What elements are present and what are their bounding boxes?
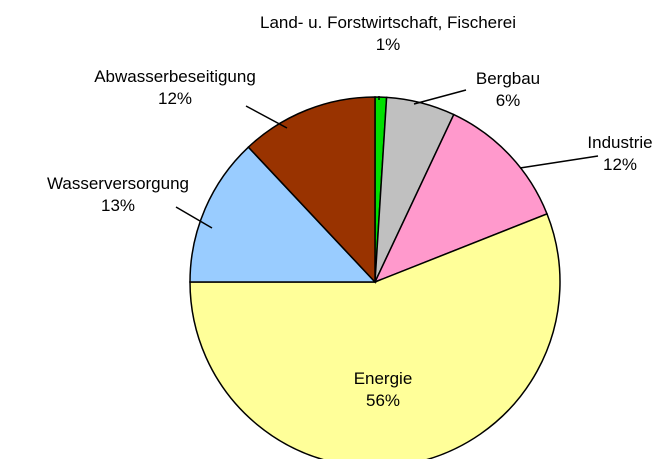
category-label: Bergbau bbox=[475, 69, 541, 88]
value-label: 12% bbox=[157, 89, 193, 108]
pie-slice bbox=[189, 212, 561, 459]
leader-line bbox=[413, 89, 467, 105]
category-label: Industrie bbox=[587, 133, 653, 152]
pie-slice bbox=[247, 96, 376, 284]
slice-label: Energie 56% bbox=[323, 368, 443, 412]
category-label: Land- u. Forstwirtschaft, Fischerei bbox=[259, 13, 517, 32]
slice-label: Land- u. Forstwirtschaft, Fischerei 1% bbox=[248, 12, 528, 56]
leader-line bbox=[245, 105, 288, 129]
leader-line bbox=[519, 155, 599, 169]
pie-slice bbox=[189, 146, 377, 283]
value-label: 6% bbox=[495, 91, 521, 110]
slice-label: Abwasserbeseitigung 12% bbox=[55, 66, 295, 110]
slice-label: Industrie 12% bbox=[560, 132, 665, 176]
leader-line bbox=[175, 206, 213, 229]
value-label: 13% bbox=[100, 196, 136, 215]
value-label: 56% bbox=[365, 391, 401, 410]
value-label: 12% bbox=[602, 155, 638, 174]
slice-label: Wasserversorgung 13% bbox=[18, 173, 218, 217]
category-label: Energie bbox=[353, 369, 413, 388]
slice-label: Bergbau 6% bbox=[448, 68, 568, 112]
value-label: 1% bbox=[375, 35, 401, 54]
category-label: Abwasserbeseitigung bbox=[94, 67, 256, 86]
pie-slice bbox=[373, 113, 548, 284]
category-label: Wasserversorgung bbox=[46, 174, 190, 193]
